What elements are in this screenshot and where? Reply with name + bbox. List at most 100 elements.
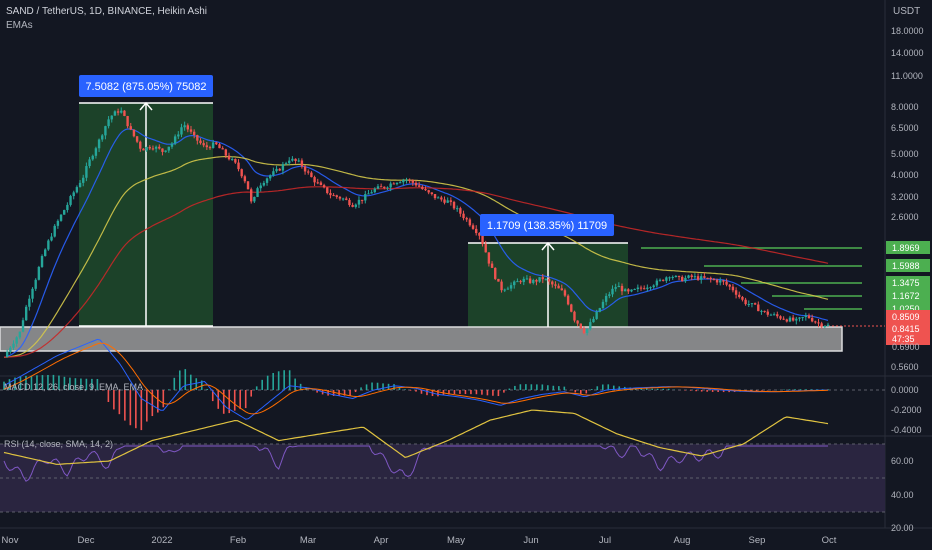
candle-body (177, 134, 180, 137)
candle-body (335, 195, 338, 197)
ema-slow-line (4, 186, 829, 358)
measure-label-1: 7.5082 (875.05%) 75082 (85, 81, 206, 93)
candle-body (85, 166, 88, 178)
price-tag-box (886, 276, 930, 289)
candle-body (211, 142, 215, 148)
candle-body (389, 183, 392, 188)
candle-body (649, 287, 652, 289)
price-tag-label: 1.3475 (892, 278, 920, 288)
candle-body (750, 303, 754, 305)
price-tag-box (886, 289, 930, 302)
candle-body (494, 267, 497, 279)
candle-body (148, 146, 151, 149)
rsi-label[interactable]: RSI (14, close, SMA, 14, 2) (4, 439, 113, 449)
candle-body (278, 168, 281, 171)
candle-body (354, 204, 357, 207)
candle-body (430, 192, 434, 195)
candle-body (221, 148, 224, 150)
candle-body (215, 142, 218, 145)
candle-body (316, 182, 319, 184)
candle-body (15, 337, 18, 344)
rsi-tick-label: 40.00 (891, 490, 914, 500)
candle-body (272, 171, 275, 176)
candle-body (785, 319, 788, 322)
candle-body (601, 301, 605, 309)
candle-body (262, 182, 266, 186)
candle-body (788, 317, 792, 322)
candle-body (509, 285, 513, 289)
candle-body (338, 196, 342, 199)
candle-body (154, 146, 158, 149)
candle-body (516, 281, 519, 283)
candle-body (142, 148, 145, 151)
candle-body (135, 136, 139, 142)
macd-label[interactable]: MACD 12, 26, close, 9, EMA, EMA (4, 382, 143, 392)
candle-body (456, 208, 459, 210)
indicator-label[interactable]: EMAs (6, 20, 33, 31)
candle-body (608, 294, 611, 296)
candle-body (47, 240, 50, 250)
candle-body (402, 180, 405, 183)
price-tag-box (886, 322, 930, 335)
candle-body (284, 163, 288, 165)
candle-body (566, 295, 570, 305)
candle-body (433, 194, 437, 199)
candle-body (297, 160, 300, 162)
candle-body (639, 287, 643, 289)
price-axis[interactable]: 18.0000 14.0000 11.0000 8.0000 6.5000 5.0000 4… (891, 26, 924, 372)
candle-body (227, 155, 231, 160)
candle-body (246, 181, 250, 190)
price-tick-label: 3.2000 (891, 192, 919, 202)
candle-body (655, 280, 659, 286)
time-tick-label: Sep (749, 535, 766, 546)
candle-body (88, 159, 91, 167)
candle-body (652, 285, 655, 288)
candle-body (189, 129, 193, 132)
support-zone[interactable] (0, 326, 843, 352)
candle-body (332, 195, 335, 197)
candle-body (116, 111, 120, 113)
candle-body (668, 277, 671, 279)
macd-tick-label: -0.2000 (891, 405, 922, 415)
candle-body (617, 285, 621, 288)
candle-body (21, 320, 25, 332)
time-axis[interactable]: Nov Dec 2022 Feb Mar Apr May Jun Jul Aug Sep Oct (2, 535, 837, 546)
candle-body (636, 287, 640, 289)
candle-body (322, 185, 326, 188)
candle-body (465, 218, 468, 220)
candle-body (94, 148, 98, 156)
candle-body (633, 288, 636, 290)
candle-body (443, 199, 446, 203)
rsi-band (0, 444, 885, 512)
candle-body (731, 286, 735, 291)
candle-body (37, 266, 41, 280)
candle-body (814, 321, 817, 323)
candle-body (104, 126, 107, 136)
candle-body (113, 111, 117, 116)
candle-body (585, 328, 589, 334)
candle-body (449, 200, 453, 202)
candle-body (519, 281, 522, 283)
candle-body (243, 176, 247, 182)
candle-body (528, 278, 532, 283)
candle-body (576, 320, 579, 324)
rsi-lines (3, 409, 829, 482)
candle-body (199, 140, 202, 144)
candle-body (348, 199, 351, 206)
candle-body (408, 179, 411, 181)
candle-body (747, 304, 750, 306)
candle-body (719, 280, 722, 283)
rsi-ma-line (3, 409, 829, 465)
candle-body (459, 208, 462, 214)
candle-body (551, 281, 554, 285)
candle-body (265, 178, 269, 183)
candle-body (753, 303, 757, 305)
price-tick-label: 6.5000 (891, 123, 919, 133)
candle-body (126, 116, 129, 127)
macd-histogram (3, 338, 829, 431)
candle-body (674, 275, 678, 277)
candle-body (693, 276, 697, 278)
candle-body (294, 158, 297, 162)
